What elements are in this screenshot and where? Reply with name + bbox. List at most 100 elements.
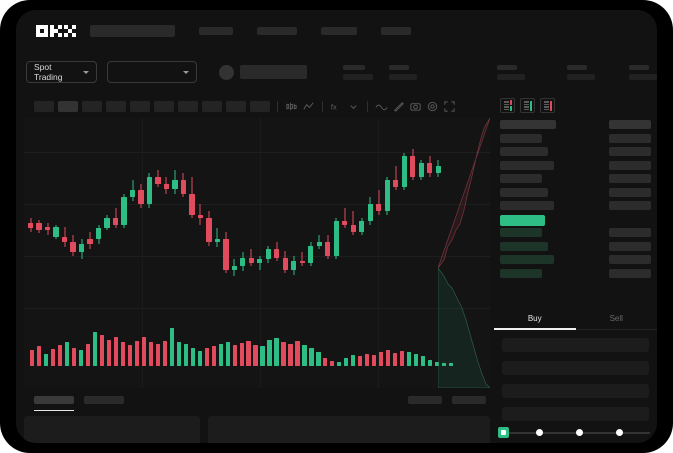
okx-logo[interactable] <box>36 25 76 37</box>
tab-sell[interactable]: Sell <box>609 314 623 323</box>
timeframe-button-7[interactable] <box>178 100 198 112</box>
order-amount-field[interactable] <box>502 361 649 375</box>
timeframe-button-8[interactable] <box>202 100 222 112</box>
orderbook-amount <box>609 268 651 278</box>
orderbook-view-asks-icon[interactable] <box>540 98 555 113</box>
timeframe-button-9[interactable] <box>226 100 246 112</box>
stat-value <box>567 73 595 80</box>
slider-step-50[interactable] <box>576 429 583 436</box>
orderbook-last-price-row <box>500 214 651 226</box>
volume-bar <box>414 354 419 366</box>
toolbar-divider <box>322 100 323 112</box>
candle <box>282 118 288 318</box>
nav-link-4[interactable] <box>381 27 411 35</box>
slider-step-75[interactable] <box>616 429 623 436</box>
chart-type-chevron-icon[interactable] <box>347 100 360 113</box>
price-chart[interactable] <box>24 118 490 388</box>
order-amount-slider[interactable] <box>498 425 653 441</box>
order-extra-field[interactable] <box>502 407 649 421</box>
volume-bar <box>113 336 118 366</box>
volume-bar <box>393 352 398 366</box>
volume-bar <box>57 345 63 366</box>
search-input[interactable] <box>90 25 175 37</box>
timeframe-button-1[interactable] <box>34 100 54 112</box>
orderbook-row[interactable] <box>500 133 651 144</box>
fullscreen-icon[interactable] <box>443 100 456 113</box>
volume-bar <box>162 341 167 366</box>
bottom-action-2[interactable] <box>452 396 486 404</box>
timeframe-button-6[interactable] <box>154 100 174 112</box>
volume-bar <box>120 342 125 366</box>
timeframe-button-3[interactable] <box>82 100 102 112</box>
slider-step-25[interactable] <box>536 429 543 436</box>
volume-bar <box>260 346 265 366</box>
orderbook-header-row <box>500 120 651 130</box>
pair-name <box>239 65 307 79</box>
settings-gear-icon[interactable] <box>426 100 439 113</box>
orderbook-price <box>500 133 542 143</box>
candle <box>155 118 161 318</box>
orderbook-row[interactable] <box>500 241 651 252</box>
orderbook-col-price <box>500 120 556 129</box>
timeframe-button-4[interactable] <box>106 100 126 112</box>
orderbook-row[interactable] <box>500 268 651 279</box>
orderbook-row[interactable] <box>500 228 651 238</box>
timeframe-button-10[interactable] <box>250 100 270 112</box>
bottom-action-1[interactable] <box>408 396 442 404</box>
candle <box>291 118 297 318</box>
candle <box>384 118 390 318</box>
tab-order-history[interactable] <box>84 396 124 404</box>
slider-handle[interactable] <box>498 427 509 438</box>
depth-chart-overlay <box>438 118 490 388</box>
camera-snapshot-icon[interactable] <box>409 100 422 113</box>
candle <box>359 118 365 318</box>
drawing-tools-icon[interactable] <box>392 100 405 113</box>
order-book[interactable] <box>494 118 657 308</box>
orderbook-amount <box>609 147 651 156</box>
stat-volume-24h <box>629 64 657 80</box>
line-chart-icon[interactable] <box>302 100 315 113</box>
orderbook-price <box>500 160 554 170</box>
orders-tab-bar <box>24 388 490 412</box>
nav-link-2[interactable] <box>257 27 297 35</box>
volume-bar <box>379 351 384 366</box>
orderbook-row[interactable] <box>500 174 651 184</box>
orderbook-row[interactable] <box>500 255 651 265</box>
candle <box>70 118 76 318</box>
candlestick-chart-icon[interactable] <box>285 100 298 113</box>
toolbar-divider <box>367 100 368 112</box>
volume-bar <box>155 344 160 366</box>
volume-bar <box>36 346 42 366</box>
orderbook-row[interactable] <box>500 201 651 211</box>
slider-track <box>501 432 650 434</box>
orderbook-view-both-icon[interactable] <box>500 98 515 113</box>
order-price-field[interactable] <box>502 338 649 352</box>
orderbook-row[interactable] <box>500 147 651 157</box>
orderbook-view-bids-icon[interactable] <box>520 98 535 113</box>
chevron-down-icon <box>182 70 189 74</box>
order-total-field[interactable] <box>502 384 649 398</box>
volume-bar <box>30 349 35 366</box>
nav-link-1[interactable] <box>199 27 233 35</box>
orderbook-row[interactable] <box>500 160 651 171</box>
timeframe-button-2[interactable] <box>58 100 78 112</box>
candle <box>265 118 271 318</box>
indicators-icon[interactable]: fx <box>330 100 343 113</box>
pair-selector[interactable] <box>107 61 197 83</box>
orderbook-row[interactable] <box>500 187 651 198</box>
tab-buy[interactable]: Buy <box>494 308 576 330</box>
orderbook-amount <box>609 133 651 143</box>
candle <box>36 118 42 318</box>
orderbook-asks <box>500 133 651 212</box>
wave-indicator-icon[interactable] <box>375 100 388 113</box>
stat-label <box>389 64 409 70</box>
market-info-bar: Spot Trading <box>16 52 657 92</box>
timeframe-button-5[interactable] <box>130 100 150 112</box>
volume-bar <box>85 344 91 366</box>
tab-open-orders[interactable] <box>34 396 74 411</box>
volume-bar <box>246 341 251 366</box>
volume-bar <box>330 360 335 366</box>
stat-value <box>497 73 525 80</box>
trading-mode-selector[interactable]: Spot Trading <box>26 61 98 83</box>
nav-link-3[interactable] <box>321 27 357 35</box>
